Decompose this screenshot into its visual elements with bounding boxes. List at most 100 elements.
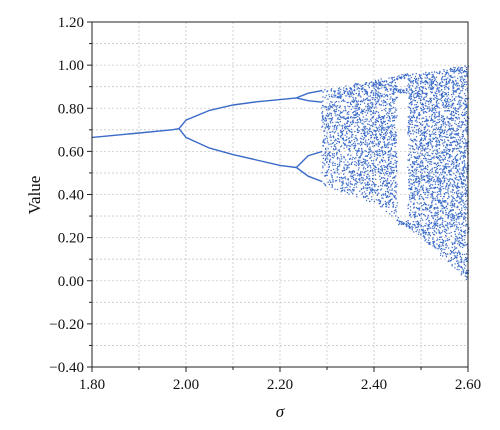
chaos-point [383, 118, 385, 120]
chaos-point [346, 112, 349, 114]
chaos-point [429, 83, 431, 85]
chaos-point [340, 125, 342, 127]
chaos-point [324, 152, 326, 154]
chaos-point [465, 83, 468, 86]
chaos-point [428, 222, 431, 224]
chaos-point [439, 131, 442, 134]
chaos-point [408, 123, 411, 125]
chaos-point [453, 183, 455, 185]
chaos-point [448, 238, 451, 241]
chaos-point [438, 107, 440, 109]
chaos-point [429, 175, 431, 177]
chaos-point [385, 130, 388, 133]
chaos-point [460, 241, 462, 244]
chaos-point [341, 116, 344, 119]
chaos-point [458, 244, 461, 247]
chaos-point [384, 80, 386, 82]
chaos-point [410, 82, 412, 84]
chaos-point [437, 87, 439, 89]
chaos-point [325, 171, 327, 174]
chaos-point [367, 109, 369, 112]
chaos-point [444, 79, 446, 81]
chaos-point [431, 190, 434, 193]
chaos-point [390, 102, 392, 104]
chaos-point [447, 216, 449, 218]
chaos-point [441, 244, 444, 246]
chaos-point [457, 68, 459, 71]
chaos-point [435, 71, 438, 74]
chaos-point [423, 167, 425, 170]
x-tick-label: 2.40 [361, 377, 387, 393]
y-tick-label: 0.20 [58, 231, 84, 247]
chaos-point [352, 96, 354, 99]
chaos-point [420, 177, 423, 179]
chaos-point [422, 178, 424, 181]
chaos-point [356, 196, 358, 198]
chaos-point [466, 186, 468, 189]
chaos-point [410, 192, 412, 194]
chaos-point [360, 96, 362, 98]
chaos-point [462, 121, 465, 124]
chaos-point [449, 98, 451, 101]
chaos-point [356, 138, 358, 141]
chaos-point [451, 199, 453, 201]
chaos-point [357, 181, 359, 184]
chaos-point [367, 162, 370, 164]
chaos-point [389, 189, 391, 191]
chaos-point [346, 167, 348, 169]
chaos-point [428, 106, 430, 108]
chaos-point [415, 96, 417, 99]
chaos-point [431, 76, 433, 79]
chaos-point [323, 106, 325, 108]
chaos-point [437, 194, 439, 196]
chaos-point [445, 100, 447, 103]
chaos-point [446, 144, 449, 146]
chaos-point [465, 253, 468, 255]
chaos-point [384, 184, 387, 186]
chaos-point [330, 146, 332, 148]
chaos-point [436, 219, 438, 221]
chaos-point [431, 74, 433, 76]
chaos-point [411, 194, 413, 196]
chaos-point [328, 127, 331, 129]
chaos-point [432, 241, 434, 243]
chaos-point [397, 217, 399, 219]
chaos-point [395, 116, 397, 119]
chaos-point [322, 104, 324, 107]
chaos-point [435, 76, 438, 79]
chaos-point [386, 146, 388, 148]
chaos-point [414, 217, 416, 219]
chaos-point [351, 188, 354, 191]
chaos-point [407, 179, 410, 181]
chaos-point [460, 197, 462, 199]
chaos-point [361, 101, 364, 103]
chaos-point [388, 115, 391, 118]
chaos-point [439, 98, 441, 101]
chaos-point [337, 165, 340, 167]
chaos-point [387, 165, 389, 167]
chaos-point [459, 252, 461, 254]
chaos-point [333, 94, 335, 96]
chaos-point [359, 100, 362, 103]
chaos-point [378, 199, 380, 201]
chaos-point [334, 90, 336, 92]
chaos-point [414, 199, 416, 201]
chaos-point [447, 105, 449, 108]
chaos-point [448, 150, 450, 153]
chaos-point [463, 272, 465, 274]
chaos-point [391, 127, 393, 129]
chaos-point [464, 75, 467, 78]
chaos-point [444, 231, 447, 233]
chaos-point [379, 200, 382, 203]
chaos-point [327, 128, 330, 130]
chaos-point [455, 247, 458, 249]
chaos-point [453, 72, 455, 74]
chaos-point [436, 221, 438, 223]
chaos-point [388, 126, 391, 128]
chaos-point [422, 165, 424, 167]
chaos-point [424, 225, 426, 227]
chaos-point [407, 133, 409, 135]
chaos-point [444, 248, 446, 251]
chaos-point [321, 125, 324, 128]
chaos-point [390, 148, 393, 150]
